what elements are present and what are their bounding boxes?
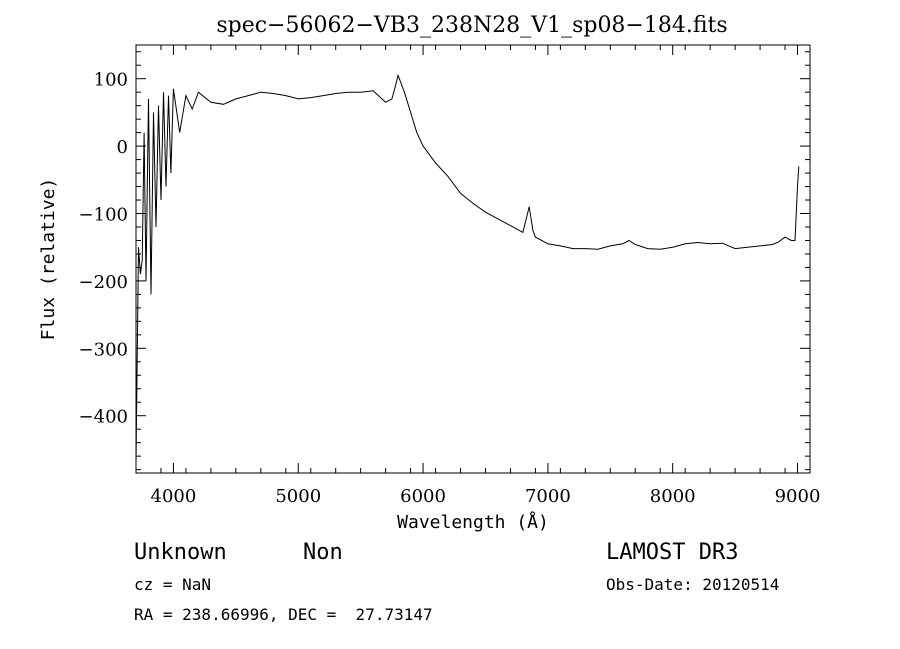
y-tick-label: −200 — [79, 272, 128, 293]
object-class: Unknown — [134, 540, 227, 565]
x-tick-label: 6000 — [400, 486, 446, 507]
x-axis: 4000 5000 6000 7000 8000 9000 — [135, 45, 821, 507]
y-axis: 100 0 −100 −200 −300 −400 — [79, 51, 810, 471]
redshift-label: cz = NaN — [134, 575, 211, 594]
spectrum-line — [135, 73, 800, 463]
y-axis-label: Flux (relative) — [38, 178, 59, 341]
x-tick-label: 7000 — [525, 486, 571, 507]
chart-title: spec−56062−VB3_238N28_V1_sp08−184.fits — [216, 13, 727, 38]
x-axis-label: Wavelength (Å) — [397, 511, 549, 533]
coordinates-label: RA = 238.66996, DEC = 27.73147 — [134, 605, 433, 624]
plot-frame — [135, 44, 811, 474]
object-subclass: Non — [303, 540, 343, 565]
x-tick-label: 5000 — [275, 486, 321, 507]
x-tick-label: 4000 — [151, 486, 197, 507]
x-tick-label: 9000 — [775, 486, 821, 507]
y-tick-label: −300 — [79, 339, 128, 360]
y-tick-label: −400 — [79, 407, 128, 428]
y-tick-label: −100 — [79, 205, 128, 226]
survey-label: LAMOST DR3 — [606, 540, 738, 565]
y-tick-label: 100 — [94, 70, 128, 91]
obs-date-label: Obs-Date: 20120514 — [606, 575, 779, 594]
y-tick-label: 0 — [117, 137, 128, 158]
x-tick-label: 8000 — [650, 486, 696, 507]
